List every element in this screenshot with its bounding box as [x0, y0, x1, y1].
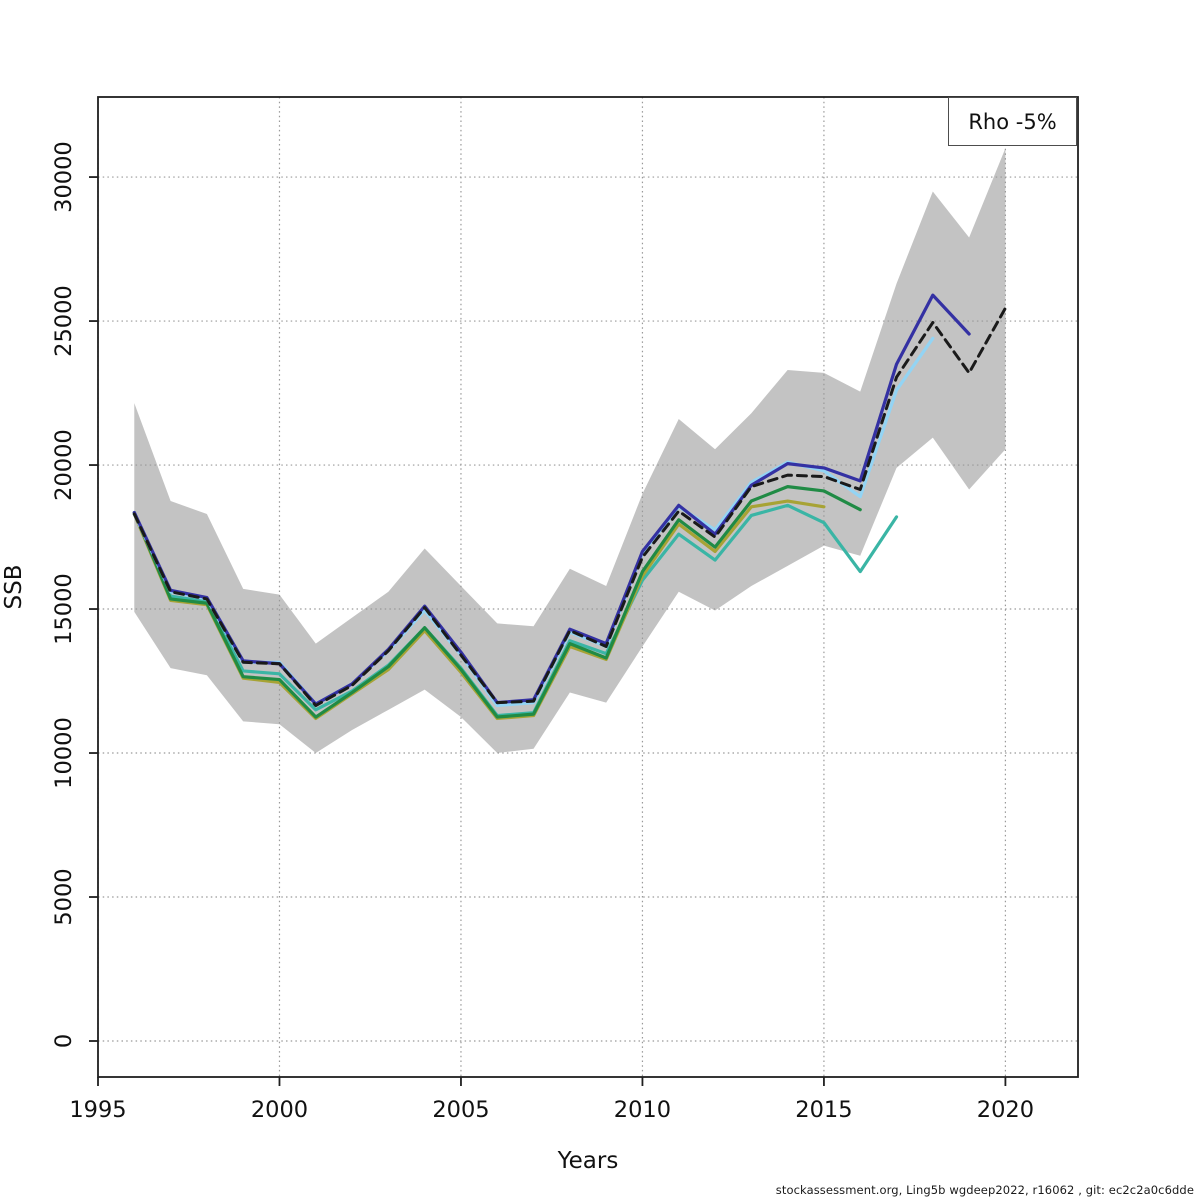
- y-tick-label: 0: [51, 1034, 77, 1048]
- y-tick-label: 25000: [51, 285, 77, 357]
- x-tick-label: 1995: [69, 1097, 126, 1123]
- y-tick-label: 20000: [51, 429, 77, 501]
- series-peel-2016: [132, 485, 862, 719]
- x-tick-label: 2000: [251, 1097, 308, 1123]
- y-axis-title: SSB: [1, 564, 27, 610]
- y-tick-label: 5000: [51, 868, 77, 925]
- x-tick-label: 2020: [977, 1097, 1034, 1123]
- y-tick-label: 30000: [51, 141, 77, 213]
- series-base-run: [132, 306, 1007, 708]
- x-tick-label: 2010: [614, 1097, 671, 1123]
- x-axis-title: Years: [557, 1148, 619, 1174]
- x-tick-label: 2005: [432, 1097, 489, 1123]
- y-tick-label: 10000: [51, 717, 77, 789]
- y-tick-label: 15000: [51, 573, 77, 645]
- legend-box: Rho -5%: [948, 97, 1077, 146]
- attribution-footer: stockassessment.org, Ling5b wgdeep2022, …: [775, 1183, 1194, 1197]
- x-tick-label: 2015: [795, 1097, 852, 1123]
- plot-border: [97, 96, 1079, 1078]
- legend-label: Rho -5%: [968, 109, 1057, 134]
